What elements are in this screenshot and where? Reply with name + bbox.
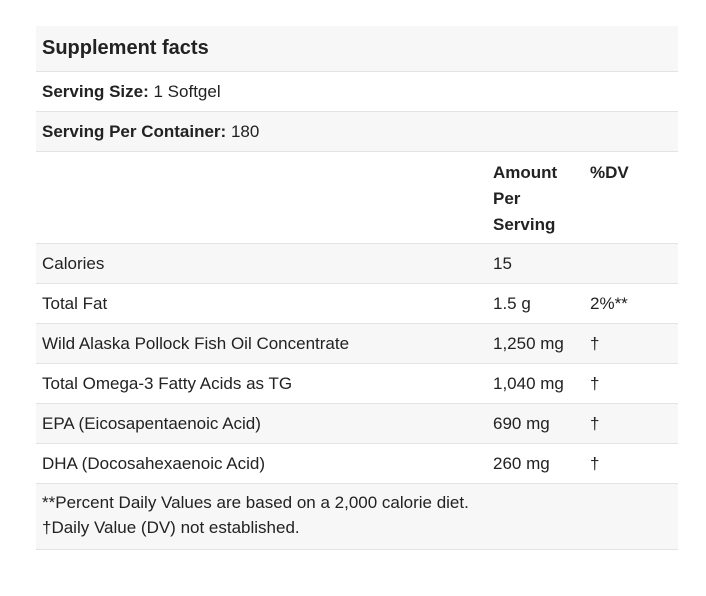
table-row: EPA (Eicosapentaenoic Acid) 690 mg † xyxy=(36,404,678,444)
nutrient-name: Calories xyxy=(42,253,105,273)
nutrient-amount: 1.5 g xyxy=(493,293,531,313)
footnote-row: **Percent Daily Values are based on a 2,… xyxy=(36,484,678,550)
nutrient-amount: 1,250 mg xyxy=(493,333,564,353)
servings-per-container-row: Serving Per Container: 180 xyxy=(36,112,678,152)
table-row: Wild Alaska Pollock Fish Oil Concentrate… xyxy=(36,324,678,364)
nutrient-dv: † xyxy=(590,333,600,353)
servings-per-container-value: 180 xyxy=(230,121,260,141)
serving-size-label: Serving Size: xyxy=(42,81,149,101)
table-row: Calories 15 xyxy=(36,244,678,284)
nutrient-dv: † xyxy=(590,453,600,473)
nutrient-dv: † xyxy=(590,413,600,433)
nutrient-dv: 2%** xyxy=(590,293,628,313)
column-header-amount: Amount Per Serving xyxy=(493,163,558,234)
serving-size-value: 1 Softgel xyxy=(153,81,221,101)
column-header-row: Amount Per Serving %DV xyxy=(36,152,678,244)
title-row: Supplement facts xyxy=(36,26,678,72)
servings-per-container-label: Serving Per Container: xyxy=(42,121,227,141)
nutrient-amount: 690 mg xyxy=(493,413,550,433)
nutrient-name: Total Fat xyxy=(42,293,108,313)
column-header-amount-cell: Amount Per Serving xyxy=(493,160,590,238)
nutrient-dv: † xyxy=(590,373,600,393)
nutrient-name: DHA (Docosahexaenoic Acid) xyxy=(42,453,266,473)
nutrient-name: Total Omega-3 Fatty Acids as TG xyxy=(42,373,293,393)
footnote-percent-dv: **Percent Daily Values are based on a 2,… xyxy=(42,493,469,512)
nutrient-name: EPA (Eicosapentaenoic Acid) xyxy=(42,413,261,433)
supplement-facts-table: Supplement facts Serving Size: 1 Softgel… xyxy=(36,26,678,550)
nutrient-name: Wild Alaska Pollock Fish Oil Concentrate xyxy=(42,333,350,353)
footnotes: **Percent Daily Values are based on a 2,… xyxy=(42,490,469,540)
nutrient-amount: 260 mg xyxy=(493,453,550,473)
footnote-dv-not-established: †Daily Value (DV) not established. xyxy=(42,518,300,537)
serving-size-row: Serving Size: 1 Softgel xyxy=(36,72,678,112)
table-title: Supplement facts xyxy=(42,37,209,59)
table-row: DHA (Docosahexaenoic Acid) 260 mg † xyxy=(36,444,678,484)
table-row: Total Omega-3 Fatty Acids as TG 1,040 mg… xyxy=(36,364,678,404)
nutrient-amount: 15 xyxy=(493,253,512,273)
column-header-dv: %DV xyxy=(590,163,629,182)
nutrient-amount: 1,040 mg xyxy=(493,373,564,393)
table-row: Total Fat 1.5 g 2%** xyxy=(36,284,678,324)
